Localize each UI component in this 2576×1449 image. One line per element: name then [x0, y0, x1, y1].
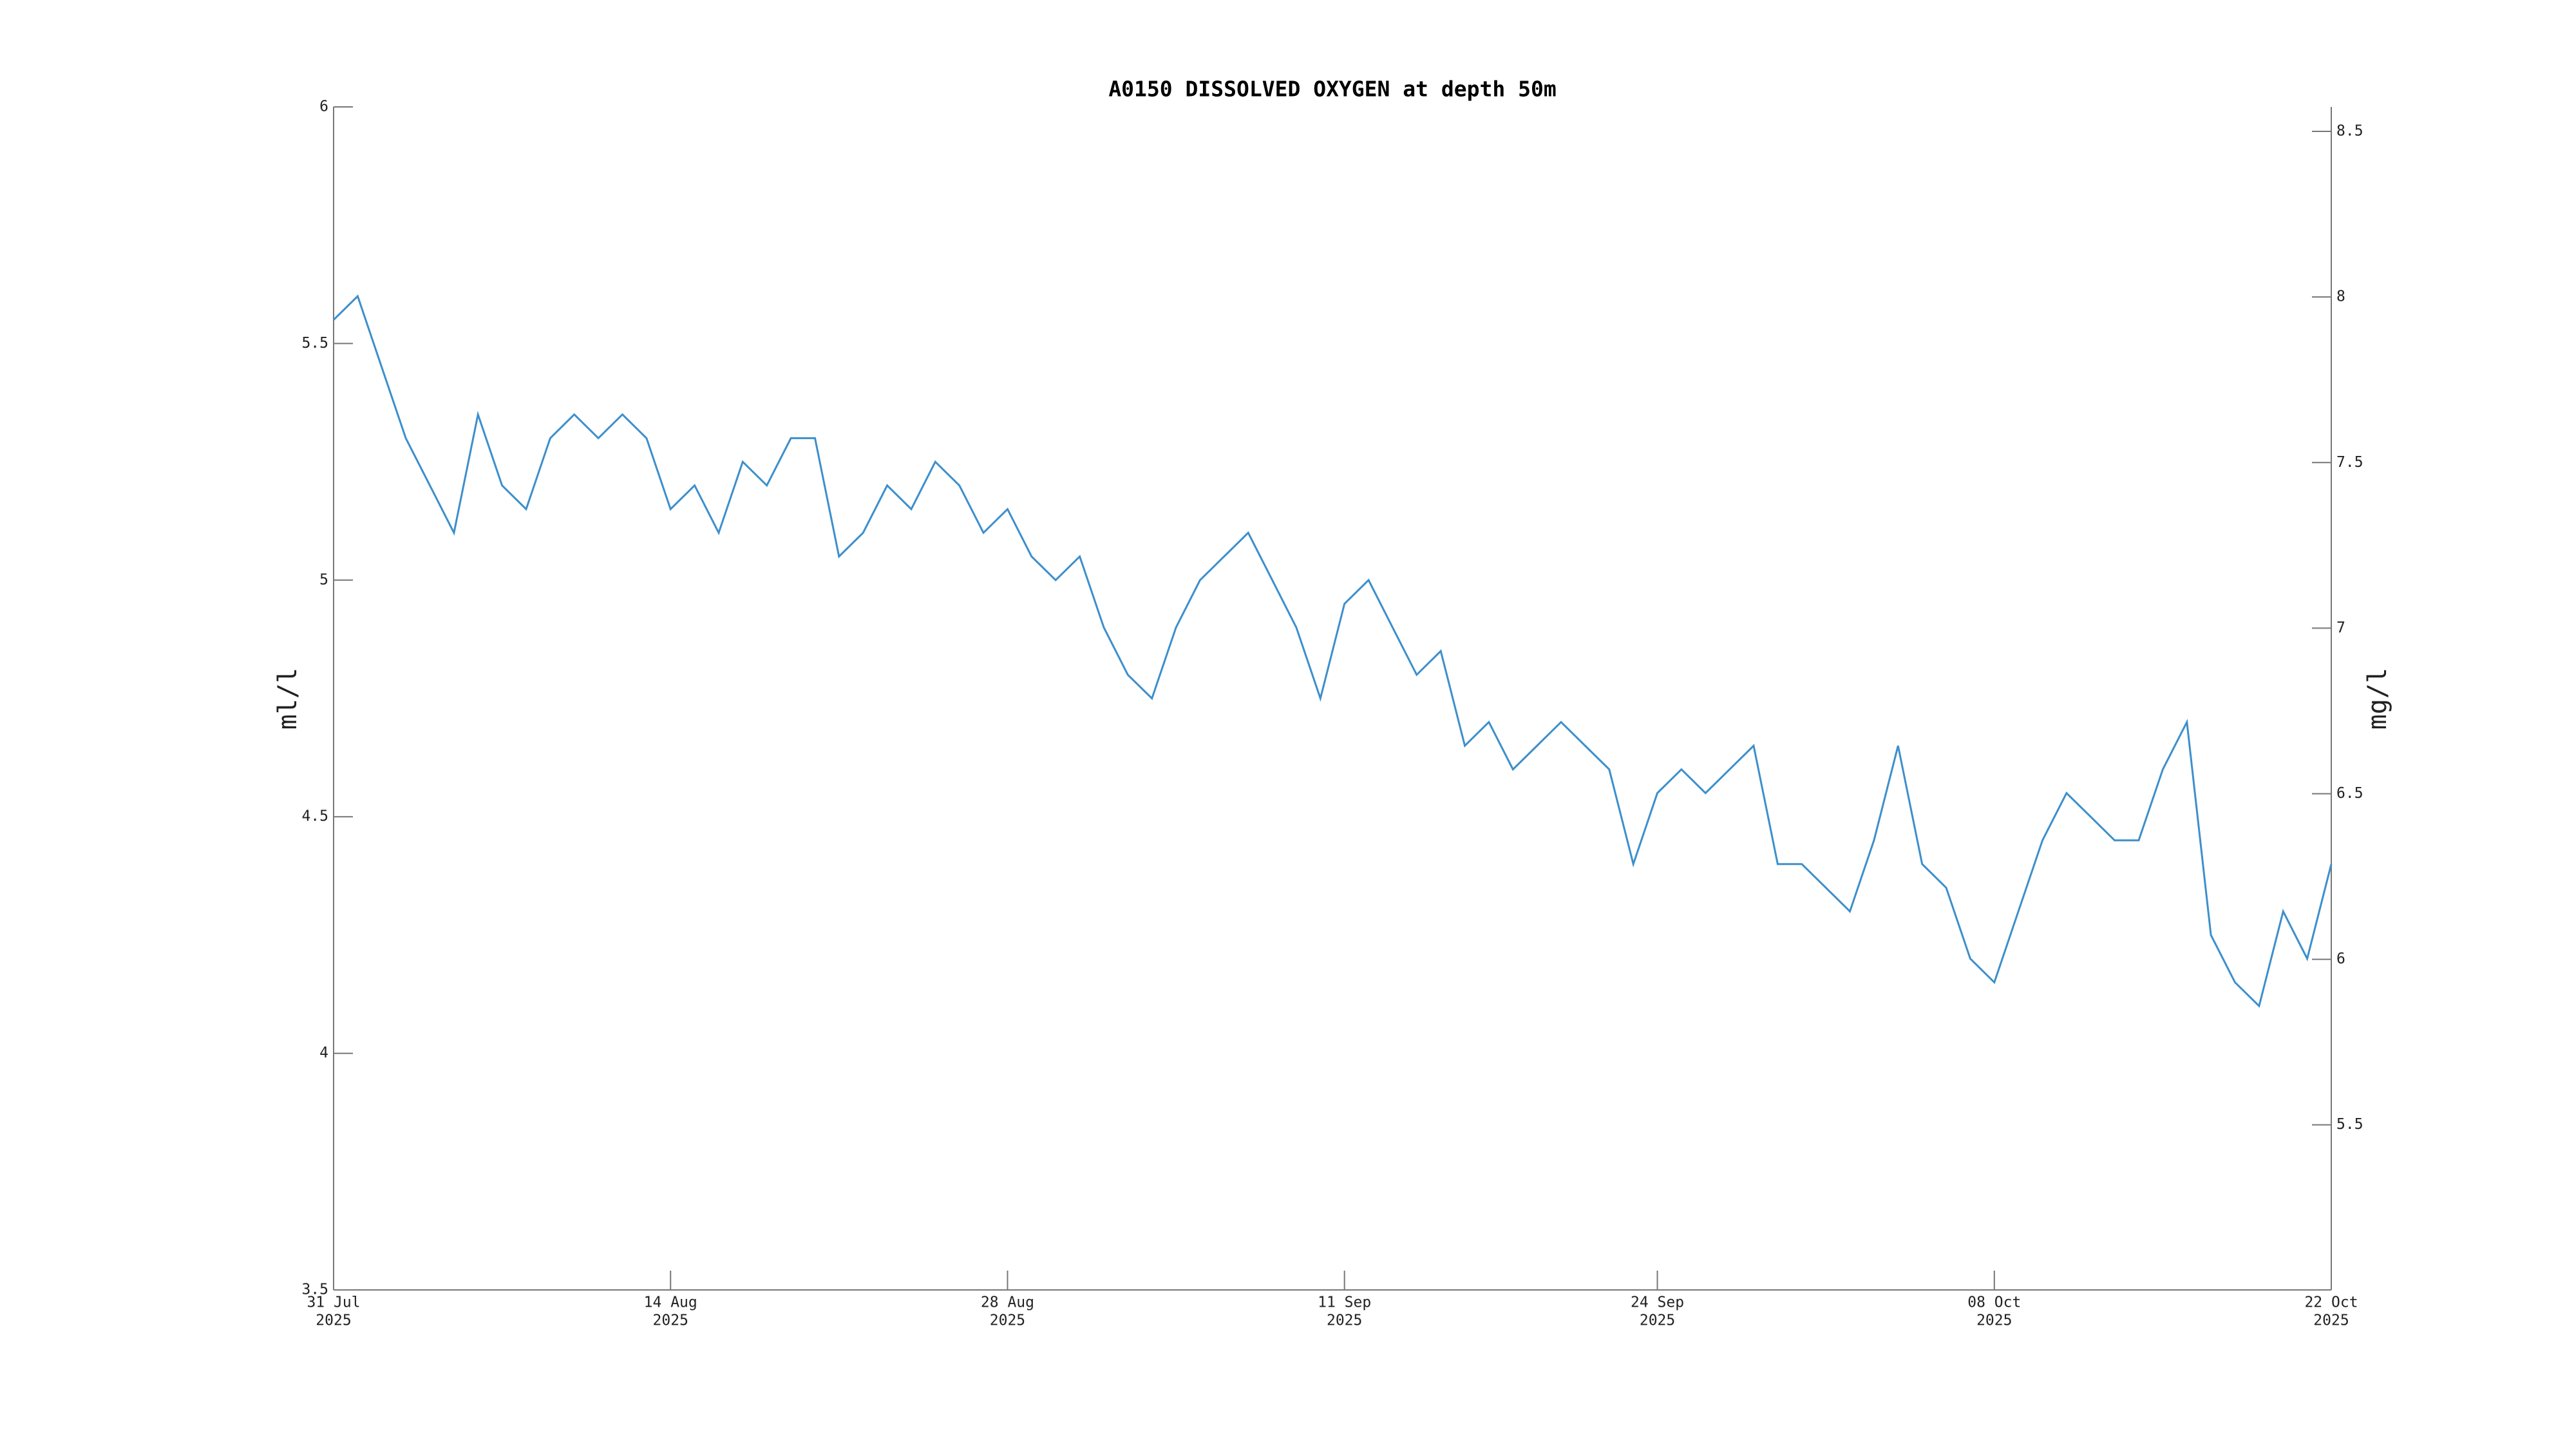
- x-tick-label: 2025: [2313, 1312, 2349, 1329]
- y2-tick-label: 6: [2336, 951, 2345, 967]
- y-tick-label: 3.5: [301, 1282, 328, 1298]
- y-tick-label: 4: [319, 1045, 328, 1061]
- x-tick-label: 2025: [316, 1312, 351, 1329]
- x-tick-label: 2025: [990, 1312, 1025, 1329]
- x-tick-label: 2025: [1327, 1312, 1362, 1329]
- y-tick-label: 5: [319, 571, 328, 588]
- y2-tick-label: 7.5: [2336, 454, 2363, 471]
- y2-tick-label: 8: [2336, 289, 2345, 305]
- y-tick-label: 5.5: [301, 335, 328, 352]
- x-tick-label: 2025: [1976, 1312, 2012, 1329]
- x-tick-label: 2025: [1640, 1312, 1675, 1329]
- x-tick-label: 28 Aug: [981, 1294, 1034, 1311]
- y2-tick-label: 6.5: [2336, 785, 2363, 802]
- x-tick-label: 11 Sep: [1318, 1294, 1371, 1311]
- y-axis-label: ml/l: [273, 668, 303, 730]
- x-tick-label: 31 Jul: [307, 1294, 360, 1311]
- y-tick-label: 6: [319, 99, 328, 115]
- x-tick-label: 08 Oct: [1967, 1294, 2021, 1311]
- chart-title: A0150 DISSOLVED OXYGEN at depth 50m: [1108, 77, 1556, 102]
- y2-tick-label: 5.5: [2336, 1116, 2363, 1133]
- y-tick-label: 4.5: [301, 808, 328, 825]
- y2-axis-label: mg/l: [2363, 668, 2392, 730]
- x-tick-label: 14 Aug: [644, 1294, 697, 1311]
- x-tick-label: 22 Oct: [2304, 1294, 2358, 1311]
- y2-tick-label: 8.5: [2336, 123, 2363, 140]
- data-line: [332, 294, 2333, 1008]
- x-tick-label: 24 Sep: [1631, 1294, 1684, 1311]
- y2-tick-label: 7: [2336, 620, 2345, 636]
- x-tick-label: 2025: [653, 1312, 688, 1329]
